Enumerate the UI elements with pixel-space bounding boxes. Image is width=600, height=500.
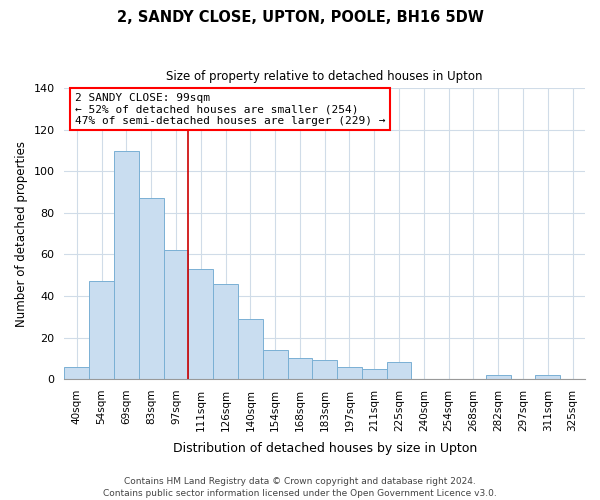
Bar	[313, 360, 337, 379]
Bar	[188, 269, 213, 379]
Bar	[535, 375, 560, 379]
Bar	[164, 250, 188, 379]
X-axis label: Distribution of detached houses by size in Upton: Distribution of detached houses by size …	[173, 442, 477, 455]
Bar	[263, 350, 287, 379]
Bar	[337, 366, 362, 379]
Bar	[486, 375, 511, 379]
Bar	[287, 358, 313, 379]
Bar	[213, 284, 238, 379]
Text: Contains HM Land Registry data © Crown copyright and database right 2024.
Contai: Contains HM Land Registry data © Crown c…	[103, 476, 497, 498]
Bar	[64, 366, 89, 379]
Bar	[139, 198, 164, 379]
Y-axis label: Number of detached properties: Number of detached properties	[15, 140, 28, 326]
Text: 2, SANDY CLOSE, UPTON, POOLE, BH16 5DW: 2, SANDY CLOSE, UPTON, POOLE, BH16 5DW	[116, 10, 484, 25]
Bar	[238, 319, 263, 379]
Bar	[114, 150, 139, 379]
Bar	[362, 368, 386, 379]
Bar	[386, 362, 412, 379]
Bar	[89, 282, 114, 379]
Title: Size of property relative to detached houses in Upton: Size of property relative to detached ho…	[166, 70, 483, 83]
Text: 2 SANDY CLOSE: 99sqm
← 52% of detached houses are smaller (254)
47% of semi-deta: 2 SANDY CLOSE: 99sqm ← 52% of detached h…	[75, 92, 385, 126]
